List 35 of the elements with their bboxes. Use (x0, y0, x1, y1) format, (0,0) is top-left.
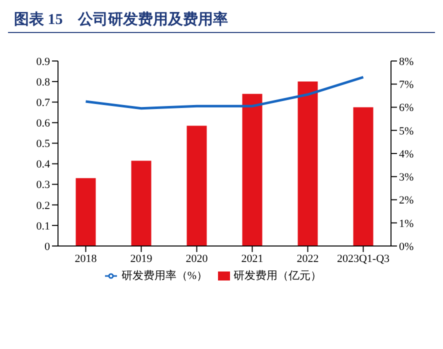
y-tick-label: 0.8 (36, 76, 50, 88)
legend-label: 研发费用（亿元） (234, 270, 322, 282)
line-series (84, 76, 364, 110)
legend-label: 研发费用率（%） (121, 270, 208, 282)
y2-tick-label: 3% (399, 172, 414, 184)
y2-tick-label: 1% (399, 218, 414, 230)
chart-title: 图表 15 公司研发费用及费用率 (8, 8, 435, 33)
x-tick-label: 2020 (186, 252, 208, 265)
y2-tick-label: 0% (399, 240, 414, 253)
bar (186, 126, 207, 246)
y-tick-label: 0.3 (36, 179, 50, 192)
x-tick-label: 2019 (130, 252, 153, 265)
x-tick-label: 2021 (241, 252, 264, 265)
y-tick-label: 0.6 (36, 118, 50, 130)
y2-tick-label: 6% (399, 102, 414, 114)
y-tick-label: 0.9 (36, 56, 50, 68)
y2-tick-label: 5% (399, 125, 414, 138)
y-tick-label: 0.1 (36, 220, 50, 232)
y2-tick-label: 4% (399, 148, 414, 160)
bar (131, 160, 152, 246)
bar (242, 94, 262, 246)
x-tick-label: 2018 (74, 252, 98, 265)
bar (353, 107, 374, 246)
y2-tick-label: 7% (399, 79, 414, 92)
bar (76, 178, 96, 246)
bar (298, 82, 318, 246)
y-tick-label: 0 (44, 240, 50, 253)
x-tick-label: 2022 (296, 252, 319, 265)
y-tick-label: 0.2 (36, 200, 50, 212)
x-tick-label: 2023Q1-Q3 (336, 252, 390, 265)
y2-tick-label: 2% (399, 194, 414, 207)
y2-tick-label: 8% (399, 56, 414, 68)
y-tick-label: 0.4 (36, 158, 50, 171)
y-tick-label: 0.7 (36, 97, 50, 110)
y-tick-label: 0.5 (36, 138, 50, 150)
